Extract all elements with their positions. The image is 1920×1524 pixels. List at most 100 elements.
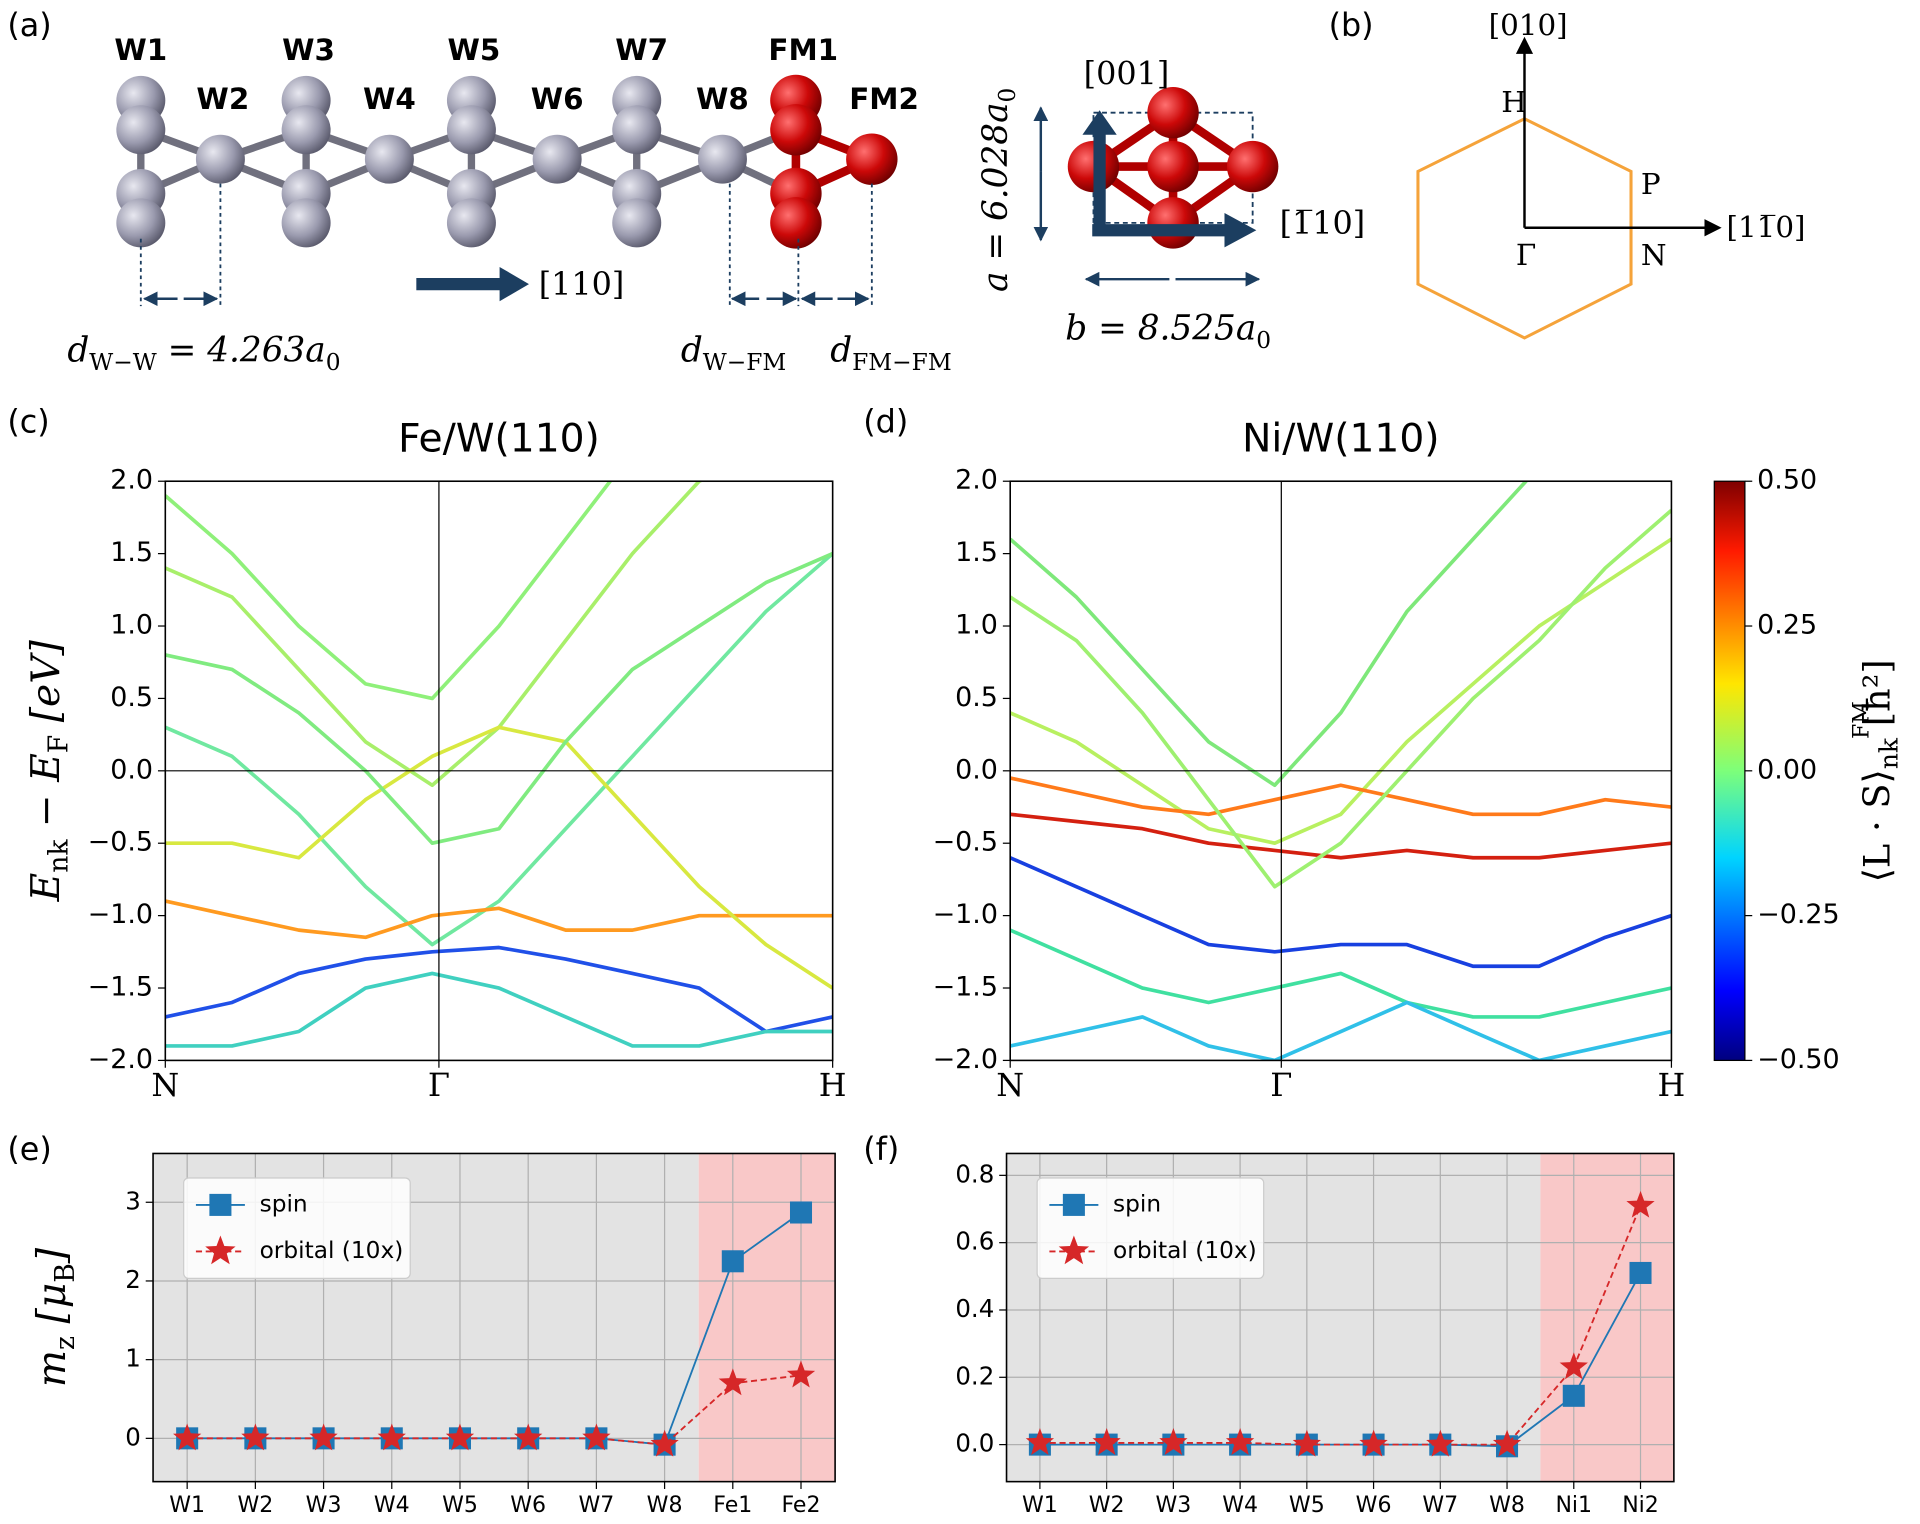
- band-line: [1010, 856, 1672, 969]
- marker: [377, 1423, 406, 1451]
- colorbar-label-superscript: FM: [1849, 701, 1874, 739]
- band-line: [165, 899, 833, 940]
- x-tick-label: Fe1: [713, 1493, 752, 1518]
- label-part: d: [681, 331, 703, 371]
- legend-marker: [209, 1193, 232, 1216]
- band-line: [165, 481, 613, 701]
- colorbar-tick-label: 0.00: [1757, 754, 1817, 785]
- y-tick-label: 0.4: [955, 1294, 994, 1323]
- marker: [718, 1368, 747, 1396]
- label-part: W−FM: [703, 348, 786, 375]
- y-tick-label: 0.6: [955, 1227, 994, 1256]
- y-tick-label: 1.5: [110, 537, 153, 568]
- y-tick-label: 0.5: [110, 682, 153, 713]
- label-part: E: [24, 873, 69, 903]
- x-tick-label: Γ: [1270, 1066, 1292, 1104]
- y-tick-label: 0: [125, 1422, 141, 1451]
- label-part: ]: [30, 1247, 75, 1264]
- marker: [1292, 1429, 1321, 1457]
- x-tick-label: N: [151, 1066, 179, 1104]
- slab-structure: W1 W2 W3 W4 W5 W6 W7 W8 FM1 FM2 [110] dW…: [67, 33, 951, 376]
- band-plot: 2.0 1.5 1.0 0.5 0.0 −0.5 −1.0 −1.5 −2.0N Γ H Fe/W(1…: [24, 416, 847, 1104]
- y-tick-label: −1.0: [88, 899, 153, 930]
- x-tick-label: W3: [306, 1493, 342, 1518]
- marker: [1559, 1352, 1588, 1380]
- band-line: [165, 551, 833, 846]
- y-tick-label: −1.0: [933, 899, 998, 930]
- label-part: b = 8.525a: [1065, 309, 1256, 349]
- marker: [1562, 1384, 1585, 1407]
- label-part: [μ: [30, 1283, 75, 1336]
- x-tick-label: W3: [1155, 1493, 1191, 1518]
- chart-title: Ni/W(110): [1242, 416, 1439, 461]
- marker: [786, 1360, 816, 1388]
- y-tick-label: −1.5: [933, 972, 998, 1003]
- y-tick-label: 0.0: [955, 754, 998, 785]
- label-part: [eV]: [24, 640, 69, 735]
- x-tick-label: Γ: [428, 1066, 450, 1104]
- direction-label: [001]: [1084, 54, 1170, 92]
- x-tick-label: W4: [374, 1493, 410, 1518]
- atom-label: W3: [282, 33, 335, 67]
- band-line: [1010, 812, 1672, 860]
- y-tick-label: −2.0: [88, 1044, 153, 1075]
- marker: [1426, 1429, 1455, 1457]
- direction-label: [1̅10]: [1280, 204, 1366, 242]
- point-label: P: [1641, 167, 1661, 201]
- x-tick-label: W5: [1289, 1493, 1325, 1518]
- marker: [173, 1423, 202, 1451]
- plot-frame: [1009, 480, 1673, 1062]
- direction-label: [110]: [539, 265, 625, 303]
- y-tick-label: 0.8: [955, 1159, 994, 1188]
- label-part: ⟨L · S⟩: [1855, 769, 1898, 882]
- y-tick-label: 0.0: [955, 1429, 994, 1458]
- spacing-label: dW−FM: [681, 331, 786, 376]
- marker: [1629, 1261, 1652, 1284]
- y-tick-label: 2: [125, 1265, 141, 1294]
- y-tick-label: 1: [125, 1344, 141, 1373]
- label-part: 0: [326, 348, 341, 375]
- band-line: [1010, 776, 1672, 817]
- legend-marker: [1062, 1193, 1085, 1216]
- plot-frame: [152, 1152, 836, 1483]
- label-part: FM−FM: [852, 348, 952, 375]
- legend-label: spin: [1113, 1190, 1161, 1217]
- y-tick-label: −2.0: [933, 1044, 998, 1075]
- band-line: [1010, 481, 1529, 788]
- panel-label: (d): [863, 403, 908, 441]
- series-line: [187, 1374, 802, 1446]
- marker: [309, 1423, 338, 1451]
- x-tick-label: H: [1658, 1066, 1686, 1104]
- atom-label: W7: [615, 33, 668, 67]
- atom-label: FM1: [768, 33, 838, 67]
- x-tick-label: W2: [237, 1493, 273, 1518]
- legend-marker: [205, 1235, 236, 1265]
- label-part: nk: [1874, 737, 1903, 769]
- band-plot: 2.0 1.5 1.0 0.5 0.0 −0.5 −1.0 −1.5 −2.0N Γ H Ni/W(1…: [933, 416, 1686, 1104]
- y-tick-label: 1.0: [110, 610, 153, 641]
- y-tick-label: 2.0: [110, 465, 153, 496]
- band-line: [165, 945, 833, 1034]
- atom-label: W1: [114, 33, 167, 67]
- marker: [650, 1429, 679, 1457]
- x-tick-label: W4: [1222, 1493, 1258, 1518]
- marker: [1359, 1429, 1388, 1457]
- shaded-region: [698, 1153, 836, 1482]
- label-part: W−W: [89, 348, 156, 375]
- legend-marker: [1058, 1235, 1090, 1265]
- legend-box: [1036, 1177, 1265, 1279]
- y-tick-label: 0.5: [955, 682, 998, 713]
- label-part: B: [50, 1263, 81, 1283]
- x-tick-label: Ni2: [1622, 1493, 1659, 1518]
- band-line: [165, 481, 704, 788]
- x-tick-label: W2: [1089, 1493, 1125, 1518]
- lattice-label: a = 6.028a0: [976, 88, 1021, 292]
- marker: [445, 1423, 475, 1451]
- y-tick-label: 1.0: [955, 610, 998, 641]
- y-tick-label: 3: [125, 1186, 141, 1215]
- marker: [721, 1250, 744, 1273]
- spacing-label: dW−W = 4.263a0: [67, 331, 340, 376]
- series-line: [1039, 1272, 1642, 1448]
- label-part: d: [830, 331, 852, 371]
- x-tick-label: W6: [1356, 1493, 1392, 1518]
